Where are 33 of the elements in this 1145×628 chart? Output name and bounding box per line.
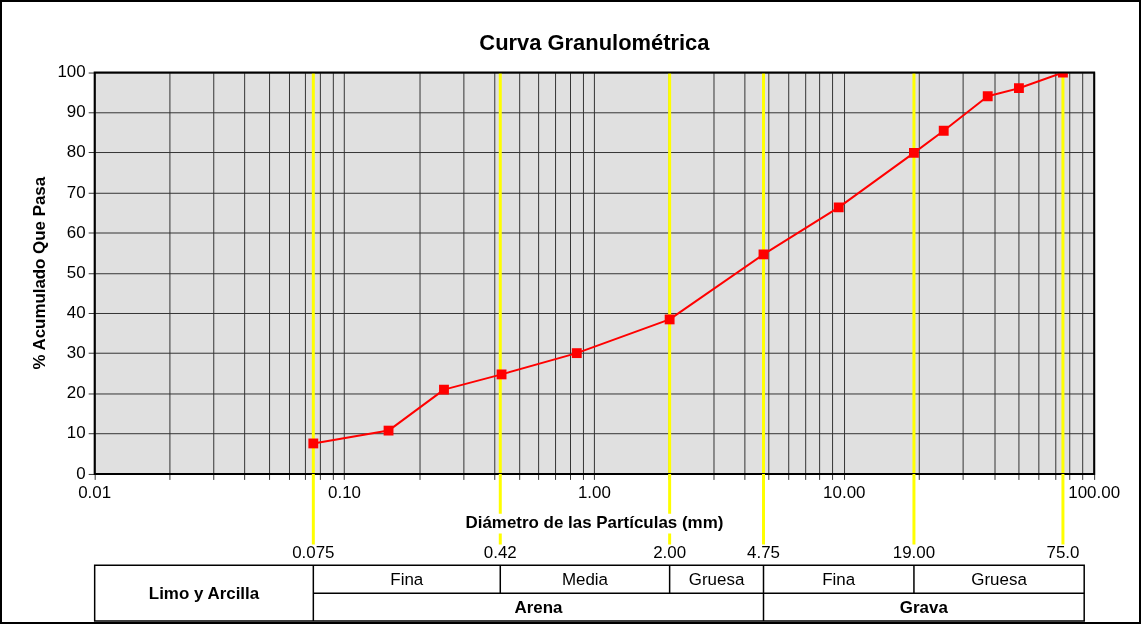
y-tick-label: 80 [66,142,86,162]
ref-line-label: 19.00 [892,543,936,563]
y-tick-label: 20 [66,383,86,403]
x-tick-label: 10.00 [823,482,866,502]
y-tick-label: 60 [66,222,86,242]
ref-line-label: 2.00 [653,543,687,563]
y-tick-label: 40 [66,303,86,323]
x-axis-title: Diámetro de las Partículas (mm) [465,513,724,533]
y-tick-label: 90 [66,102,86,122]
x-tick-label: 100.00 [1068,482,1121,502]
y-tick-label: 70 [66,182,86,202]
x-tick-label: 0.10 [328,482,362,502]
y-tick-label: 50 [66,262,86,282]
y-tick-label: 10 [66,423,86,443]
ref-line-label: 4.75 [747,543,780,563]
x-tick-label: 0.01 [78,482,112,502]
text: Arena [514,597,564,617]
y-tick-label: 30 [66,343,86,363]
ref-line-label: 75.0 [1046,543,1080,563]
ref-line-label: 0.075 [292,543,335,563]
x-tick-label: 1.00 [577,482,611,502]
text: Fina [390,569,424,589]
y-tick-label: 0 [76,463,86,483]
chart-title: Curva Granulométrica [479,29,711,55]
y-tick-label: 100 [57,62,86,82]
ref-line-label: 0.42 [483,543,517,563]
text: Limo y Arcilla [148,583,260,603]
text: Fina [822,569,856,589]
text: Gruesa [971,569,1028,589]
y-axis-title: % Acumulado Que Pasa [29,176,49,370]
text: Gruesa [688,569,745,589]
text: Media [561,569,609,589]
text: Grava [899,597,949,617]
